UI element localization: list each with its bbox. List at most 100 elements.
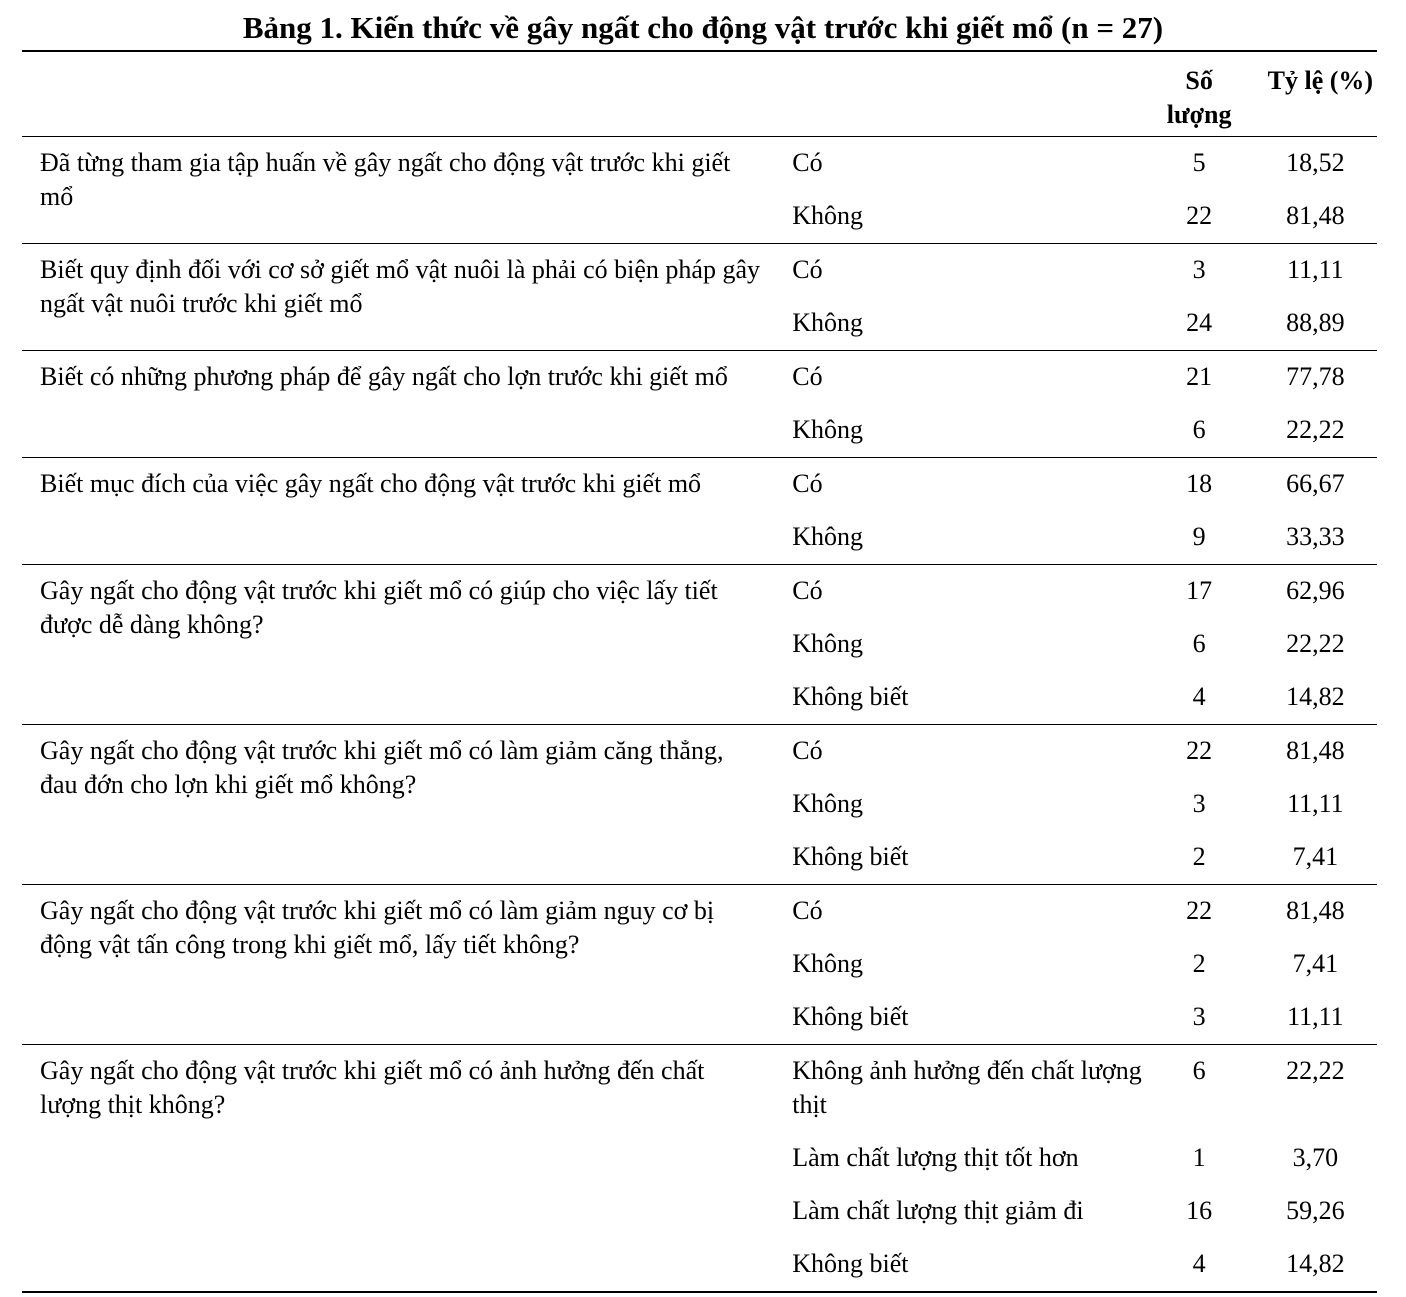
- question-cell: Biết mục đích của việc gây ngất cho động…: [40, 469, 702, 498]
- percent-cell: 22,22: [1286, 415, 1345, 444]
- table-row: Biết có những phương pháp để gây ngất ch…: [22, 351, 1377, 405]
- percent-cell: 77,78: [1286, 362, 1345, 391]
- percent-cell: 14,82: [1286, 682, 1345, 711]
- answer-cell: Không: [792, 789, 864, 818]
- percent-cell: 81,48: [1286, 736, 1345, 765]
- question-group: Biết quy định đối với cơ sở giết mổ vật …: [22, 244, 1377, 351]
- count-cell: 6: [1192, 629, 1206, 658]
- answer-cell: Không: [792, 949, 864, 978]
- count-cell: 21: [1186, 362, 1213, 391]
- percent-cell: 62,96: [1286, 576, 1345, 605]
- table-row: Gây ngất cho động vật trước khi giết mổ …: [22, 885, 1377, 959]
- answer-cell: Có: [792, 148, 823, 177]
- percent-cell: 88,89: [1286, 308, 1345, 337]
- count-cell: 4: [1192, 682, 1206, 711]
- percent-cell: 11,11: [1287, 1002, 1344, 1031]
- question-cell: Gây ngất cho động vật trước khi giết mổ …: [40, 576, 718, 639]
- table-row: Không 6 22,22: [22, 404, 1377, 458]
- question-group: Gây ngất cho động vật trước khi giết mổ …: [22, 565, 1377, 725]
- table-row: Gây ngất cho động vật trước khi giết mổ …: [22, 1045, 1377, 1133]
- count-cell: 6: [1192, 415, 1206, 444]
- table-row: Không 22 81,48: [22, 190, 1377, 244]
- answer-cell: Có: [792, 255, 823, 284]
- table-header-row: Số lượng Tỷ lệ (%): [22, 51, 1377, 137]
- count-cell: 18: [1186, 469, 1213, 498]
- table-row: Không 24 88,89: [22, 297, 1377, 351]
- header-percent: Tỷ lệ (%): [1267, 66, 1374, 95]
- answer-cell: Không biết: [792, 1249, 909, 1278]
- percent-cell: 33,33: [1286, 522, 1345, 551]
- answer-cell: Không biết: [792, 682, 909, 711]
- percent-cell: 11,11: [1287, 255, 1344, 284]
- count-cell: 22: [1186, 201, 1213, 230]
- count-cell: 2: [1192, 949, 1206, 978]
- question-group: Biết mục đích của việc gây ngất cho động…: [22, 458, 1377, 565]
- answer-cell: Có: [792, 896, 823, 925]
- question-cell: Biết có những phương pháp để gây ngất ch…: [40, 362, 728, 391]
- count-cell: 2: [1192, 842, 1206, 871]
- table-row: Làm chất lượng thịt giảm đi 16 59,26: [22, 1185, 1377, 1238]
- count-cell: 22: [1186, 736, 1213, 765]
- answer-cell: Có: [792, 362, 823, 391]
- percent-cell: 11,11: [1287, 789, 1344, 818]
- table-title: Bảng 1. Kiến thức về gây ngất cho động v…: [242, 10, 1164, 45]
- answer-cell: Làm chất lượng thịt giảm đi: [792, 1196, 1084, 1225]
- answer-cell: Không biết: [792, 1002, 909, 1031]
- table-row: Làm chất lượng thịt tốt hơn 1 3,70: [22, 1132, 1377, 1185]
- percent-cell: 18,52: [1286, 148, 1345, 177]
- question-group: Gây ngất cho động vật trước khi giết mổ …: [22, 885, 1377, 1045]
- answer-cell: Không: [792, 201, 864, 230]
- table-row: Không biết 4 14,82: [22, 671, 1377, 725]
- table-row: Đã từng tham gia tập huấn về gây ngất ch…: [22, 137, 1377, 211]
- header-question: [22, 51, 792, 137]
- header-count: Số lượng: [1166, 66, 1232, 129]
- percent-cell: 7,41: [1292, 949, 1339, 978]
- table-row: Không 3 11,11: [22, 778, 1377, 831]
- question-cell: Gây ngất cho động vật trước khi giết mổ …: [40, 736, 724, 799]
- count-cell: 1: [1192, 1143, 1206, 1172]
- question-group: Gây ngất cho động vật trước khi giết mổ …: [22, 725, 1377, 885]
- question-group: Biết có những phương pháp để gây ngất ch…: [22, 351, 1377, 458]
- answer-cell: Không: [792, 308, 864, 337]
- answer-cell: Không: [792, 629, 864, 658]
- answer-cell: Có: [792, 736, 823, 765]
- table-row: Không 6 22,22: [22, 618, 1377, 671]
- percent-cell: 7,41: [1292, 842, 1339, 871]
- count-cell: 22: [1186, 896, 1213, 925]
- count-cell: 4: [1192, 1249, 1206, 1278]
- answer-cell: Không: [792, 522, 864, 551]
- question-cell: Đã từng tham gia tập huấn về gây ngất ch…: [40, 148, 731, 211]
- count-cell: 3: [1192, 789, 1206, 818]
- count-cell: 9: [1192, 522, 1206, 551]
- table-row: Không 2 7,41: [22, 938, 1377, 991]
- question-group: Đã từng tham gia tập huấn về gây ngất ch…: [22, 137, 1377, 244]
- percent-cell: 66,67: [1286, 469, 1345, 498]
- count-cell: 16: [1186, 1196, 1213, 1225]
- table-row: Biết mục đích của việc gây ngất cho động…: [22, 458, 1377, 512]
- table-row: Gây ngất cho động vật trước khi giết mổ …: [22, 565, 1377, 639]
- percent-cell: 14,82: [1286, 1249, 1345, 1278]
- percent-cell: 22,22: [1286, 1056, 1345, 1085]
- count-cell: 3: [1192, 1002, 1206, 1031]
- percent-cell: 81,48: [1286, 201, 1345, 230]
- question-cell: Gây ngất cho động vật trước khi giết mổ …: [40, 896, 715, 959]
- table-row: Không biết 2 7,41: [22, 831, 1377, 885]
- table-row: Không biết 4 14,82: [22, 1238, 1377, 1292]
- percent-cell: 22,22: [1286, 629, 1345, 658]
- answer-cell: Không ảnh hưởng đến chất lượng thịt: [792, 1056, 1142, 1119]
- percent-cell: 59,26: [1286, 1196, 1345, 1225]
- table-row: Gây ngất cho động vật trước khi giết mổ …: [22, 725, 1377, 799]
- header-answer: [792, 51, 1144, 137]
- answer-cell: Có: [792, 576, 823, 605]
- percent-cell: 81,48: [1286, 896, 1345, 925]
- question-group: Gây ngất cho động vật trước khi giết mổ …: [22, 1045, 1377, 1292]
- knowledge-table: Số lượng Tỷ lệ (%) Đã từng tham gia tập …: [22, 50, 1377, 1293]
- table-row: Biết quy định đối với cơ sở giết mổ vật …: [22, 244, 1377, 318]
- count-cell: 6: [1192, 1056, 1206, 1085]
- count-cell: 3: [1192, 255, 1206, 284]
- percent-cell: 3,70: [1292, 1143, 1339, 1172]
- count-cell: 24: [1186, 308, 1213, 337]
- table-row: Không biết 3 11,11: [22, 991, 1377, 1045]
- table-row: Không 9 33,33: [22, 511, 1377, 565]
- question-cell: Gây ngất cho động vật trước khi giết mổ …: [40, 1056, 705, 1119]
